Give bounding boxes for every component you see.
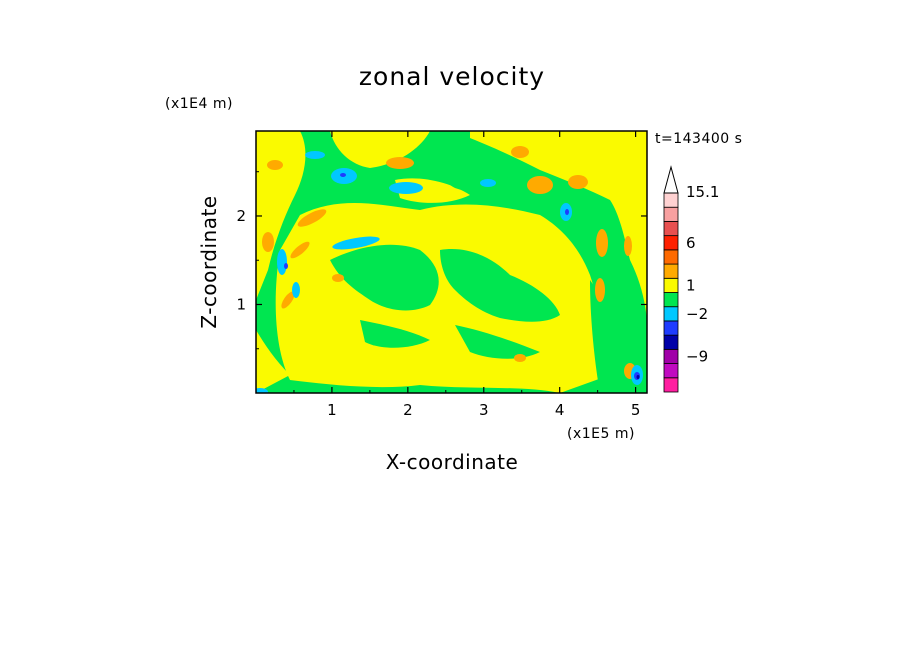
colorbar-bin [663, 235, 679, 251]
colorbar-bin [663, 377, 679, 393]
contour-field [256, 131, 647, 393]
colorbar-label: −2 [686, 305, 708, 323]
chart-title: zonal velocity [359, 62, 545, 91]
y-axis: 12 [236, 171, 647, 350]
colorbar: 15.1 6 1 −2 −9 [663, 165, 719, 393]
time-label: t=143400 s [655, 131, 742, 147]
colorbar-label: 15.1 [686, 183, 719, 201]
colorbar-bin [663, 221, 679, 237]
colorbar-bin [663, 263, 679, 279]
x-multiplier-label: (x1E5 m) [567, 426, 635, 442]
colorbar-bin [663, 306, 679, 322]
colorbar-bin [663, 292, 679, 308]
colorbar-label: 1 [686, 276, 696, 294]
x-tick-label: 4 [555, 401, 565, 419]
colorbar-label: −9 [686, 347, 708, 365]
y-tick-label: 2 [236, 207, 246, 225]
colorbar-bin [663, 206, 679, 222]
colorbar-bin [663, 334, 679, 350]
colorbar-bin [663, 192, 679, 208]
x-tick-label: 3 [479, 401, 489, 419]
colorbar-extend-arrow [663, 165, 679, 194]
colorbar-bin [663, 363, 679, 379]
colorbar-label: 6 [686, 234, 696, 252]
y-multiplier-label: (x1E4 m) [165, 96, 233, 112]
green-regions [330, 160, 640, 393]
x-tick-label: 1 [327, 401, 337, 419]
colorbar-bin [663, 249, 679, 265]
x-tick-label: 2 [403, 401, 413, 419]
plot-frame [255, 130, 648, 394]
x-axis: 1 2 3 4 5 [293, 131, 641, 419]
y-tick-label: 1 [236, 295, 246, 313]
y-axis-label: Z-coordinate [197, 195, 221, 328]
x-tick-label: 5 [631, 401, 641, 419]
colorbar-bin [663, 348, 679, 364]
colorbar-bin [663, 277, 679, 293]
x-axis-label: X-coordinate [386, 450, 519, 474]
navy-regions [636, 375, 640, 379]
colorbar-bin [663, 320, 679, 336]
